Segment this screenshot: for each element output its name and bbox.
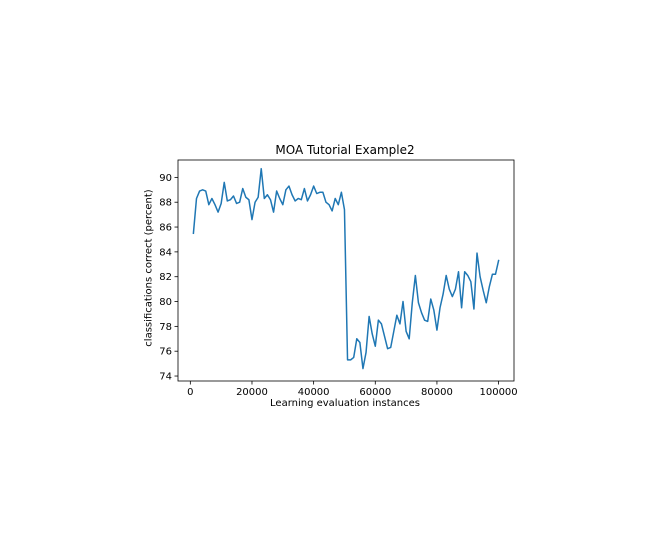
y-tick-label: 84 [159,247,172,258]
y-tick-label: 76 [159,347,172,358]
y-tick-label: 86 [159,223,172,234]
plot-frame [177,159,515,382]
chart-title: MOA Tutorial Example2 [275,143,414,157]
series-line-0 [192,167,500,370]
y-tick-label: 80 [159,297,172,308]
x-axis-label: Learning evaluation instances [270,398,420,409]
y-tick-label: 82 [159,272,172,283]
x-tick-label: 80000 [421,387,453,398]
x-tick-label: 0 [187,387,193,398]
x-tick-label: 40000 [298,387,330,398]
y-tick-label: 74 [159,372,172,383]
axes-group: 0 20000 40000 60000 80000 100000 74 76 78 80 82 84 8… [159,159,518,398]
y-tick-label: 90 [159,173,172,184]
y-tick-label: 78 [159,322,172,333]
y-axis-label: classifications correct (percent) [144,189,155,346]
x-tick-label: 60000 [359,387,391,398]
y-tick-label: 88 [159,198,172,209]
x-tick-label: 100000 [479,387,517,398]
x-tick-label: 20000 [236,387,268,398]
